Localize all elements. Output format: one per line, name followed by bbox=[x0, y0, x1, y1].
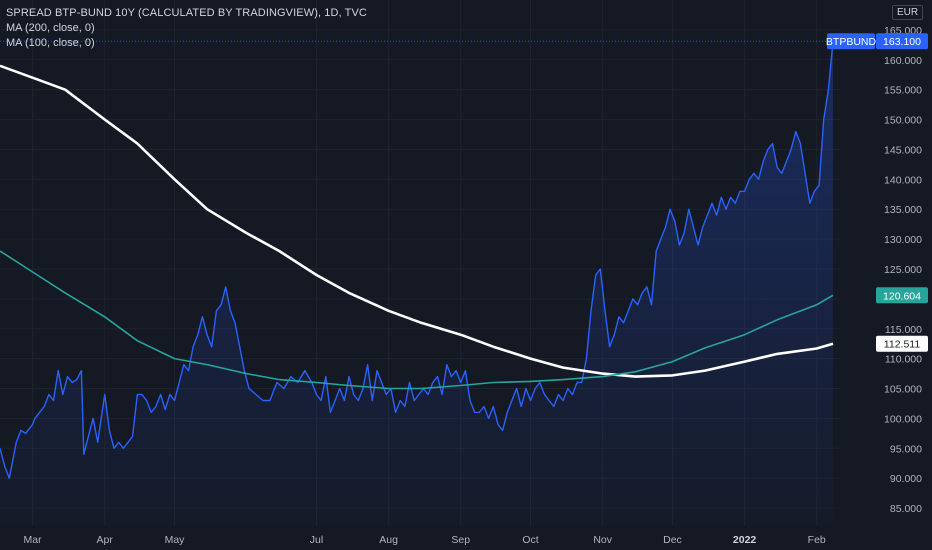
y-tick-label: 150.000 bbox=[884, 115, 922, 127]
ma200-badge: 112.511 bbox=[884, 339, 921, 351]
x-tick-label: Aug bbox=[379, 534, 398, 546]
y-tick-label: 145.000 bbox=[884, 144, 922, 156]
ma200-line bbox=[0, 64, 834, 378]
price-badge: 163.100 bbox=[883, 36, 921, 48]
ma100-badge: 120.604 bbox=[883, 290, 921, 302]
y-tick-label: 160.000 bbox=[884, 55, 922, 67]
y-tick-label: 115.000 bbox=[885, 324, 922, 336]
y-tick-label: 90.000 bbox=[890, 473, 922, 485]
currency-badge[interactable]: EUR bbox=[892, 5, 924, 20]
symbol-title[interactable]: SPREAD BTP-BUND 10Y (CALCULATED BY TRADI… bbox=[6, 7, 367, 19]
symbol-badge-bg bbox=[827, 33, 875, 50]
y-tick-label: 135.000 bbox=[884, 204, 922, 216]
x-tick-label: Jul bbox=[310, 534, 323, 546]
legend-ma200[interactable]: MA (200, close, 0) bbox=[6, 22, 95, 34]
y-tick-label: 140.000 bbox=[884, 174, 922, 186]
series-lines bbox=[0, 41, 834, 479]
y-tick-label: 100.000 bbox=[884, 413, 922, 425]
x-tick-label: Oct bbox=[522, 534, 538, 546]
legend-ma100[interactable]: MA (100, close, 0) bbox=[6, 37, 95, 49]
x-tick-label: May bbox=[165, 534, 186, 546]
symbol-badge: BTPBUND bbox=[826, 36, 877, 48]
x-tick-label: Nov bbox=[593, 534, 612, 546]
price-area-fill bbox=[0, 41, 833, 526]
x-tick-label: 2022 bbox=[733, 534, 757, 546]
ma200-badge-bg bbox=[876, 335, 928, 352]
y-tick-label: 105.000 bbox=[884, 384, 922, 396]
chart-legend: SPREAD BTP-BUND 10Y (CALCULATED BY TRADI… bbox=[6, 6, 367, 51]
price-area bbox=[0, 41, 833, 526]
axis-price-badges: 163.100 BTPBUND 120.604 112.511 bbox=[826, 33, 928, 352]
x-tick-label: Sep bbox=[451, 534, 470, 546]
y-tick-label: 110.000 bbox=[885, 354, 922, 366]
price-axis[interactable]: 85.000 90.000 95.000 100.000 105.000 110.000 1… bbox=[884, 25, 922, 515]
ma100-line bbox=[0, 250, 834, 390]
y-tick-label: 130.000 bbox=[884, 234, 922, 246]
y-tick-label: 155.000 bbox=[884, 85, 922, 97]
time-axis[interactable]: Mar Apr May Jul Aug Sep Oct Nov Dec 2022 Feb bbox=[24, 534, 826, 546]
x-tick-label: Feb bbox=[808, 534, 826, 546]
x-tick-label: Dec bbox=[663, 534, 682, 546]
price-line bbox=[0, 41, 834, 479]
y-tick-label: 95.000 bbox=[890, 443, 922, 455]
ma100-badge-bg bbox=[876, 287, 928, 304]
x-tick-label: Mar bbox=[24, 534, 43, 546]
y-tick-label: 85.000 bbox=[890, 503, 922, 515]
y-tick-label: 125.000 bbox=[884, 264, 922, 276]
x-tick-label: Apr bbox=[97, 534, 114, 546]
price-badge-bg bbox=[876, 33, 928, 50]
